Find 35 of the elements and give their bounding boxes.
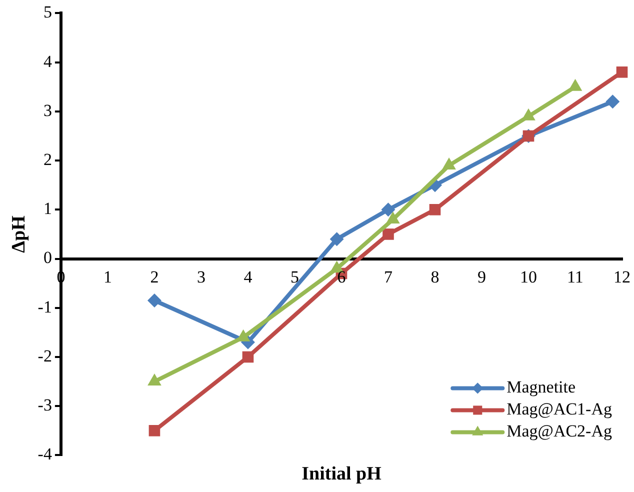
- y-axis-title: ΔpH: [8, 215, 30, 253]
- x-tick-label: 5: [290, 267, 299, 286]
- point: [330, 232, 344, 246]
- legend-label: Magnetite: [506, 378, 576, 397]
- point: [429, 204, 441, 216]
- x-tick-label: 9: [477, 267, 486, 286]
- point: [242, 351, 254, 363]
- point: [382, 228, 394, 240]
- y-tick-label: 2: [43, 150, 52, 169]
- legend-label: Mag@AC1-Ag: [506, 400, 612, 419]
- point: [148, 424, 160, 436]
- y-tick-label: -3: [38, 396, 52, 415]
- legend-label: Mag@AC2-Ag: [506, 422, 612, 441]
- y-tick-label: 1: [43, 199, 52, 218]
- point: [381, 202, 396, 217]
- y-tick-label: -4: [38, 444, 52, 464]
- x-tick-label: 8: [430, 267, 440, 286]
- point: [147, 294, 162, 308]
- x-tick-label: 12: [614, 267, 630, 286]
- y-tick-label: 3: [43, 100, 52, 120]
- x-axis-title: Initial pH: [302, 464, 382, 485]
- x-tick-label: 3: [196, 267, 206, 286]
- point: [606, 94, 620, 109]
- x-tick-label: 11: [567, 267, 584, 286]
- x-tick-label: 4: [244, 267, 253, 286]
- x-tick-label: 1: [103, 267, 112, 286]
- point: [616, 66, 628, 78]
- x-tick-label: 7: [384, 267, 393, 286]
- y-tick-label: 5: [43, 2, 52, 22]
- y-tick-label: -1: [38, 297, 52, 316]
- y-tick-label: 0: [43, 248, 52, 268]
- y-tick-label: -2: [38, 346, 52, 366]
- y-tick-label: 4: [43, 52, 52, 71]
- x-tick-label: 2: [150, 267, 159, 286]
- x-tick-label: 10: [520, 267, 537, 286]
